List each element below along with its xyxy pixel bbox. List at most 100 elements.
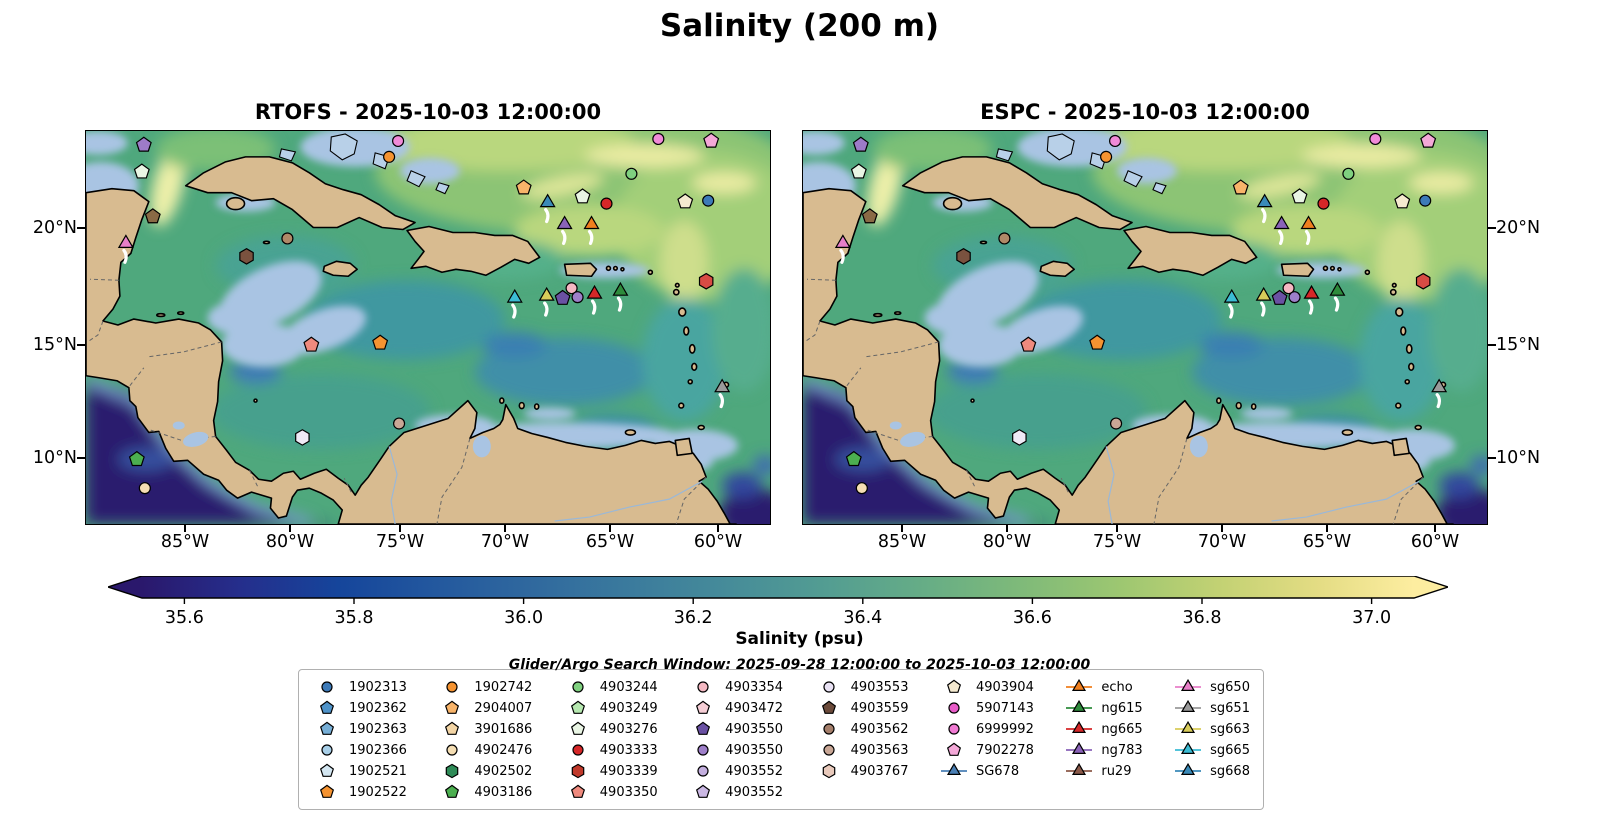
hexagon-marker-icon [1415,272,1431,290]
legend-label: sg651 [1210,700,1250,716]
legend-label: 4903472 [725,700,784,716]
circle-marker-icon [822,681,835,693]
triangle-marker-icon [1175,679,1202,691]
glider-track-line [122,248,128,264]
legend-item-3901686: 3901686 [437,719,532,739]
legend-item-sg651: sg651 [1173,698,1250,718]
triangle-marker-icon [586,284,603,299]
pentagon-marker-icon [144,208,161,224]
colorbar-tick-label: 36.2 [674,608,713,628]
legend-item-4903333: 4903333 [563,740,658,760]
triangle-marker-icon [1175,763,1202,775]
glider-track-line [1435,393,1442,409]
legend-label: 4903550 [725,742,784,758]
pentagon-marker-icon [445,700,460,714]
pentagon-marker-icon [696,721,711,735]
pentagon-marker-icon [372,334,389,350]
circle-marker-icon [392,134,405,148]
legend-label: 4903559 [850,700,909,716]
pentagon-marker-icon [445,784,460,798]
triangle-marker-icon [506,288,523,303]
triangle-marker-icon [1329,281,1346,296]
legend-item-4903339: 4903339 [563,761,658,781]
panel-title-rtofs: RTOFS - 2025-10-03 12:00:00 [254,100,602,124]
map-canvas-espc [803,131,1487,524]
legend-item-1902363: 1902363 [312,719,407,739]
y-tick-mark [1488,344,1496,346]
legend-label: ng665 [1101,721,1143,737]
circle-marker-icon [281,232,294,245]
colorbar-tick-label: 35.6 [165,608,204,628]
circle-marker-icon [1282,282,1295,295]
legend-item-4903559: 4903559 [814,698,909,718]
circle-marker-icon [822,744,835,756]
y-tick-label: 20°N [32,218,77,238]
legend-label: 4903249 [599,700,658,716]
map-rtofs [85,130,771,525]
legend-item-4903767: 4903767 [814,761,909,781]
y-tick-label: 10°N [32,448,77,468]
circle-marker-icon [1100,150,1113,163]
circle-marker-icon [321,681,333,693]
x-tick-mark [609,525,611,532]
legend-item-ng615: ng615 [1064,698,1143,718]
pentagon-marker-icon [570,721,585,735]
map-canvas-rtofs [86,131,770,524]
hexagon-marker-icon [295,429,310,446]
colorbar-label: Salinity (psu) [735,629,864,649]
legend-item-4902476: 4902476 [437,740,532,760]
circle-marker-icon [1109,134,1122,148]
triangle-marker-icon [1072,700,1087,712]
hexagon-marker-icon [571,763,585,779]
y-tick-mark [77,344,85,346]
triangle-marker-icon [1072,742,1087,754]
x-tick-mark [1221,525,1223,532]
x-tick-mark [1006,525,1008,532]
pentagon-marker-icon [946,679,961,693]
legend-label: 4903333 [599,742,658,758]
legend-label: 1902313 [349,679,407,695]
pentagon-marker-icon [570,721,585,735]
legend-label: 4902502 [474,763,533,779]
circle-marker-icon [572,744,584,756]
legend-label: 6999992 [975,721,1034,737]
legend-item-ng783: ng783 [1064,740,1143,760]
legend-item-5907143: 5907143 [939,698,1034,718]
triangle-marker-icon [556,215,573,230]
pentagon-marker-icon [133,163,150,179]
glider-track-line [718,393,725,409]
legend-item-SG678: SG678 [939,761,1034,781]
circle-marker-icon [321,744,333,756]
x-tick-mark [1326,525,1328,532]
legend-item-4903550: 4903550 [688,740,783,760]
glider-track-line [590,299,597,315]
legend-label: 3901686 [474,721,533,737]
pentagon-marker-icon [570,784,585,798]
triangle-marker-icon [1072,679,1087,691]
x-tick-label: 60°W [693,532,743,552]
pentagon-marker-icon [1271,289,1288,305]
circle-marker-icon [572,681,584,693]
legend-label: 4903767 [850,763,909,779]
colorbar-ticks: 35.6 35.8 36.0 36.2 36.4 36.6 36.8 37.0 [165,598,1391,628]
pentagon-marker-icon [128,450,145,467]
glider-track-line [1261,208,1267,224]
triangle-marker-icon [834,234,851,249]
x-tick-label: 60°W [1410,532,1460,552]
triangle-marker-icon [1181,700,1196,712]
pentagon-marker-icon [696,784,711,798]
colorbar-tick-label: 37.0 [1352,608,1391,628]
legend-item-4902502: 4902502 [437,761,532,781]
glider-track-line [1304,229,1311,246]
triangle-marker-icon [539,193,556,208]
legend-label: sg663 [1210,721,1250,737]
legend-label: 4903552 [725,784,784,800]
hexagon-marker-icon [239,248,254,265]
triangle-marker-icon [1300,215,1317,230]
pentagon-marker-icon [861,208,878,224]
pentagon-marker-icon [1020,336,1037,352]
triangle-marker-icon [1066,721,1093,733]
y-tick-label: 10°N [1496,448,1541,468]
glider-track-line [543,301,549,317]
legend-label: 4903354 [725,679,784,695]
